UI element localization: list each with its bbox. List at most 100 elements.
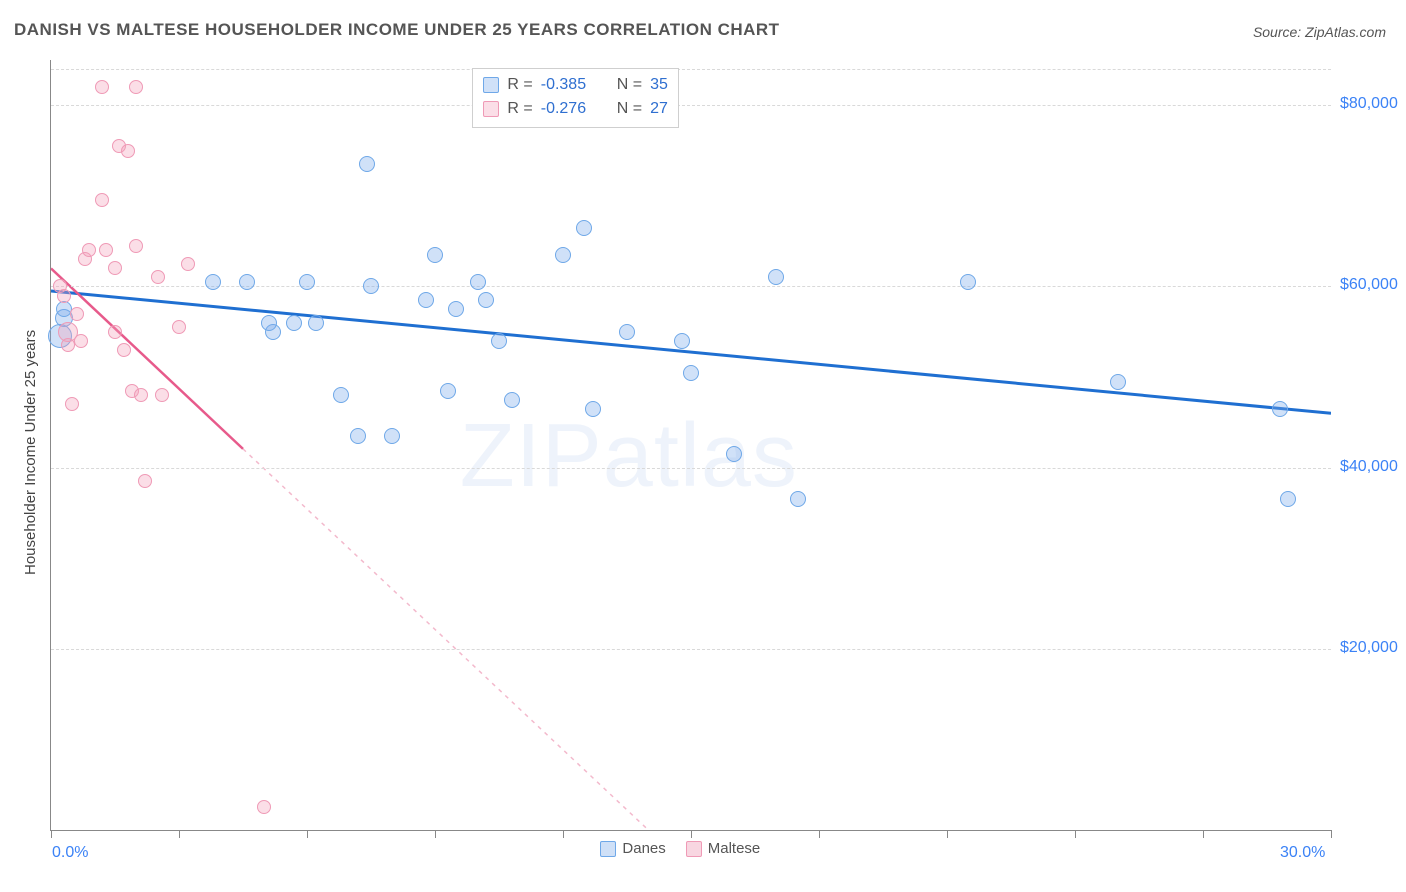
y-tick-label: $20,000 xyxy=(1340,639,1398,657)
legend-label: Danes xyxy=(622,840,665,857)
data-point xyxy=(384,428,400,444)
data-point xyxy=(299,274,315,290)
y-tick-label: $60,000 xyxy=(1340,276,1398,294)
stat-row: R = -0.276 N = 27 xyxy=(483,97,667,121)
data-point xyxy=(440,383,456,399)
data-point xyxy=(1280,491,1296,507)
legend-bottom: Danes Maltese xyxy=(600,840,760,857)
y-tick-label: $40,000 xyxy=(1340,458,1398,476)
data-point xyxy=(504,392,520,408)
data-point xyxy=(674,333,690,349)
stat-r-value: -0.385 xyxy=(541,73,601,97)
gridline xyxy=(51,649,1331,650)
data-point xyxy=(726,446,742,462)
legend-item: Maltese xyxy=(686,840,761,857)
data-point xyxy=(960,274,976,290)
data-point xyxy=(151,270,165,284)
x-tick xyxy=(51,830,52,838)
legend-item: Danes xyxy=(600,840,665,857)
data-point xyxy=(181,257,195,271)
data-point xyxy=(363,278,379,294)
y-axis-label: Householder Income Under 25 years xyxy=(22,330,39,575)
stat-n-label: N = xyxy=(617,73,642,97)
source-label: Source: ZipAtlas.com xyxy=(1253,24,1386,40)
data-point xyxy=(491,333,507,349)
stat-row: R = -0.385 N = 35 xyxy=(483,73,667,97)
x-tick xyxy=(691,830,692,838)
data-point xyxy=(239,274,255,290)
trend-line-danes xyxy=(51,291,1331,413)
stat-r-value: -0.276 xyxy=(541,97,601,121)
data-point xyxy=(768,269,784,285)
stat-n-value: 27 xyxy=(650,97,668,121)
x-tick xyxy=(947,830,948,838)
plot-area: ZIPatlas xyxy=(50,60,1331,831)
data-point xyxy=(257,800,271,814)
data-point xyxy=(95,193,109,207)
data-point xyxy=(790,491,806,507)
x-tick xyxy=(179,830,180,838)
gridline xyxy=(51,69,1331,70)
data-point xyxy=(1272,401,1288,417)
data-point xyxy=(99,243,113,257)
chart-title: DANISH VS MALTESE HOUSEHOLDER INCOME UND… xyxy=(14,20,780,40)
data-point xyxy=(121,144,135,158)
data-point xyxy=(261,315,277,331)
y-tick-label: $80,000 xyxy=(1340,95,1398,113)
stat-n-value: 35 xyxy=(650,73,668,97)
data-point xyxy=(448,301,464,317)
data-point xyxy=(108,261,122,275)
data-point xyxy=(350,428,366,444)
data-point xyxy=(478,292,494,308)
data-point xyxy=(576,220,592,236)
data-point xyxy=(427,247,443,263)
legend-swatch xyxy=(600,841,616,857)
data-point xyxy=(286,315,302,331)
legend-swatch xyxy=(483,77,499,93)
data-point xyxy=(138,474,152,488)
gridline xyxy=(51,105,1331,106)
data-point xyxy=(74,334,88,348)
stat-n-label: N = xyxy=(617,97,642,121)
data-point xyxy=(57,289,71,303)
data-point xyxy=(470,274,486,290)
gridline xyxy=(51,468,1331,469)
data-point xyxy=(129,80,143,94)
data-point xyxy=(683,365,699,381)
data-point xyxy=(585,401,601,417)
x-tick xyxy=(563,830,564,838)
data-point xyxy=(61,338,75,352)
data-point xyxy=(172,320,186,334)
data-point xyxy=(1110,374,1126,390)
data-point xyxy=(205,274,221,290)
data-point xyxy=(555,247,571,263)
legend-swatch xyxy=(686,841,702,857)
x-axis-min-label: 0.0% xyxy=(52,844,88,862)
legend-label: Maltese xyxy=(708,840,761,857)
correlation-stats-box: R = -0.385 N = 35 R = -0.276 N = 27 xyxy=(472,68,678,128)
x-tick xyxy=(1331,830,1332,838)
data-point xyxy=(333,387,349,403)
stat-r-label: R = xyxy=(507,73,532,97)
data-point xyxy=(108,325,122,339)
data-point xyxy=(308,315,324,331)
data-point xyxy=(418,292,434,308)
trend-line-maltese-dashed xyxy=(243,449,648,830)
legend-swatch xyxy=(483,101,499,117)
data-point xyxy=(155,388,169,402)
data-point xyxy=(82,243,96,257)
data-point xyxy=(134,388,148,402)
data-point xyxy=(65,397,79,411)
x-axis-max-label: 30.0% xyxy=(1280,844,1325,862)
data-point xyxy=(70,307,84,321)
x-tick xyxy=(307,830,308,838)
data-point xyxy=(359,156,375,172)
x-tick xyxy=(1203,830,1204,838)
stat-r-label: R = xyxy=(507,97,532,121)
data-point xyxy=(619,324,635,340)
data-point xyxy=(95,80,109,94)
watermark: ZIPatlas xyxy=(460,405,798,508)
trend-lines xyxy=(51,60,1331,830)
trend-line-maltese-solid xyxy=(51,268,243,449)
x-tick xyxy=(819,830,820,838)
